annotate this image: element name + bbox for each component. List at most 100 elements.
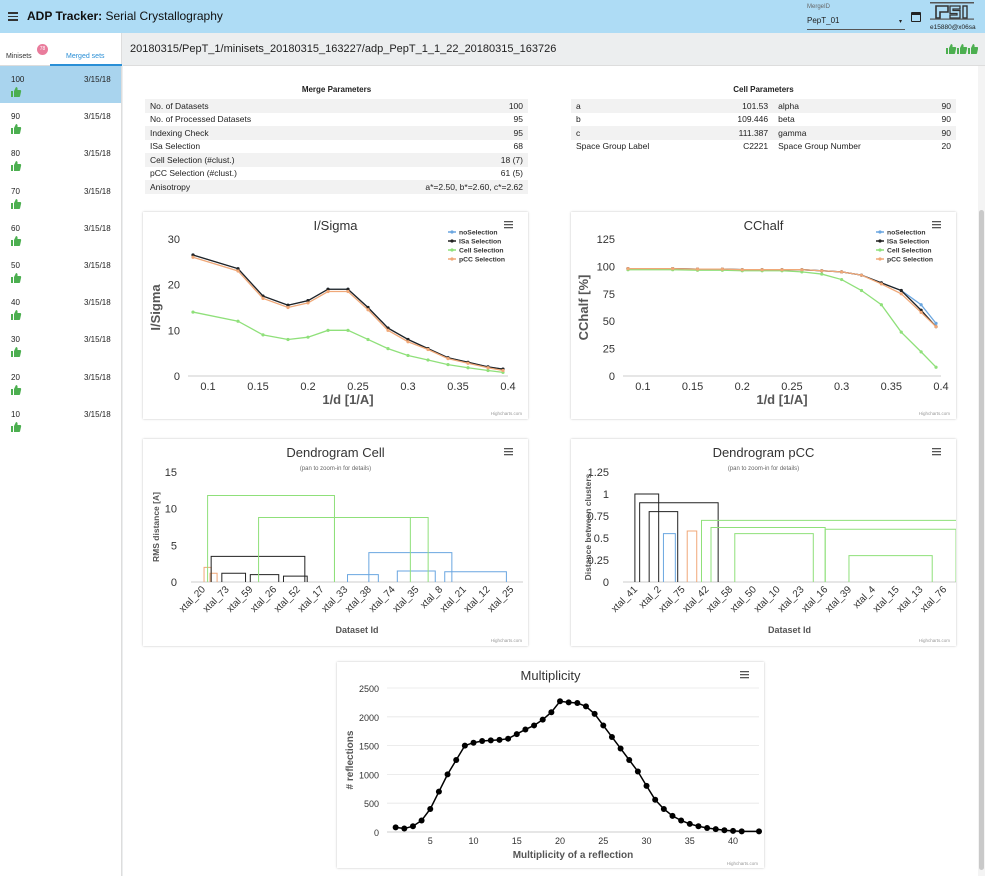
dropdown-caret-icon: ▾ xyxy=(898,19,902,25)
chart-menu-icon[interactable] xyxy=(740,671,749,679)
merged-set-date: 3/15/18 xyxy=(84,75,111,84)
psi-logo: PAUL SCHERRER INSTITUT xyxy=(930,2,974,20)
param-cell: ISa Selection xyxy=(145,139,340,153)
data-point xyxy=(934,325,938,329)
legend-label: pCC Selection xyxy=(887,257,933,264)
user-id: e15880@x06sa xyxy=(930,24,976,31)
merge-params-table: No. of Datasets 100 No. of Processed Datas… xyxy=(145,99,528,194)
thumbs-up-icon[interactable] xyxy=(11,124,22,135)
menu-line xyxy=(932,454,941,456)
param-cell: alpha xyxy=(773,99,925,113)
chart-menu-icon[interactable] xyxy=(504,221,513,229)
thumbs-up-icon[interactable] xyxy=(11,235,22,246)
dendrogram-link xyxy=(209,572,218,582)
legend-label: noSelection xyxy=(459,230,498,237)
menu-line xyxy=(740,677,749,679)
thumbs-up-icon[interactable] xyxy=(11,310,22,321)
merged-set-row[interactable]: 20 3/15/18 xyxy=(0,364,121,401)
merged-set-row[interactable]: 90 3/15/18 xyxy=(0,103,121,140)
param-cell: 61 (5) xyxy=(339,166,528,180)
merged-set-row[interactable]: 50 3/15/18 xyxy=(0,252,121,289)
y-tick-label: 100 xyxy=(597,261,615,273)
data-point xyxy=(738,828,745,835)
data-point xyxy=(652,796,659,803)
y-tick-label: 0 xyxy=(171,577,177,589)
param-cell: No. of Processed Datasets xyxy=(145,112,340,126)
merged-set-row[interactable]: 30 3/15/18 xyxy=(0,326,121,363)
path-bar: 20180315/PepT_1/minisets_20180315_163227… xyxy=(123,33,985,66)
legend-marker xyxy=(450,248,454,252)
thumbs-up-icon[interactable] xyxy=(11,87,22,97)
merged-set-row[interactable]: 70 3/15/18 xyxy=(0,178,121,215)
dendrogram-link xyxy=(207,494,335,582)
data-point xyxy=(406,337,410,342)
data-point xyxy=(505,735,512,742)
thumbs-up-icon[interactable] xyxy=(11,161,22,172)
thumbs-up-icon[interactable] xyxy=(11,272,22,283)
tab-merged-sets[interactable]: Merged sets xyxy=(66,53,105,60)
minisets-count-badge: 78 xyxy=(37,44,48,55)
merged-set-row[interactable]: 100 3/15/18 xyxy=(0,66,121,104)
chart-menu-icon[interactable] xyxy=(932,448,941,456)
data-point xyxy=(522,726,529,733)
data-point xyxy=(466,366,470,370)
cell-params-title: Cell Parameters xyxy=(733,85,794,94)
x-tick-label: 0.35 xyxy=(447,381,468,393)
data-point xyxy=(487,737,494,744)
merged-set-size: 50 xyxy=(11,260,20,270)
chart-menu-icon[interactable] xyxy=(504,448,513,456)
data-point xyxy=(426,347,430,352)
thumbs-up-icon[interactable] xyxy=(11,421,22,432)
merged-set-row[interactable]: 80 3/15/18 xyxy=(0,140,121,177)
param-row: Indexing Check 95 xyxy=(145,126,528,140)
x-tick-label: 10 xyxy=(469,836,479,846)
merged-set-row[interactable]: 10 3/15/18 xyxy=(0,401,121,438)
isigma-chart: I/Sigma Highcharts.com 0 10 20 30 0.1 0.15 0.2 0.… xyxy=(143,212,528,419)
main-content: Merge Parameters No. of Datasets 100 No. o… xyxy=(123,66,978,876)
series-line xyxy=(627,267,937,328)
thumbs-up-icon[interactable] xyxy=(11,347,22,358)
data-point xyxy=(919,350,923,354)
data-point xyxy=(286,305,290,310)
chart-title: I/Sigma xyxy=(313,218,358,233)
y-tick-label: 30 xyxy=(168,234,180,246)
merged-set-row[interactable]: 40 3/15/18 xyxy=(0,289,121,326)
param-row: ISa Selection 68 xyxy=(145,139,528,153)
calendar-icon[interactable] xyxy=(911,12,921,22)
data-point xyxy=(591,710,598,717)
data-point xyxy=(678,817,685,824)
data-point xyxy=(565,699,572,706)
chart-menu-icon[interactable] xyxy=(932,221,941,229)
tab-minisets[interactable]: Minisets xyxy=(6,53,32,60)
data-point xyxy=(406,340,410,344)
thumbs-up-icon[interactable] xyxy=(11,198,22,209)
data-point xyxy=(236,267,240,271)
data-point xyxy=(306,335,310,339)
param-cell: 101.53 xyxy=(706,99,774,113)
series-line xyxy=(627,267,937,328)
merged-set-row[interactable]: 60 3/15/18 xyxy=(0,215,121,252)
legend-label: ISa Selection xyxy=(887,239,929,246)
dendrogram-cell-svg: Dendrogram Cell (pan to zoom-in for detai… xyxy=(151,445,523,643)
x-tick-label: 20 xyxy=(555,836,565,846)
scrollbar-thumb[interactable] xyxy=(979,210,984,870)
menu-icon[interactable] xyxy=(8,12,18,21)
x-tick-label: 25 xyxy=(598,836,608,846)
y-tick-label: 0.5 xyxy=(594,533,609,545)
data-point xyxy=(326,289,330,294)
legend-marker xyxy=(450,257,454,261)
legend-label: Cell Selection xyxy=(459,248,504,255)
menu-line xyxy=(504,451,513,453)
thumbs-up-icon[interactable] xyxy=(11,384,22,395)
merge-id-select[interactable]: PepT_01 ▾ xyxy=(807,15,905,30)
param-cell: gamma xyxy=(773,126,925,140)
chart-title: Multiplicity xyxy=(521,668,581,683)
dendrogram-link xyxy=(249,574,280,582)
data-point xyxy=(820,272,824,276)
param-cell: Anisotropy xyxy=(145,180,340,194)
chart-title: Dendrogram Cell xyxy=(286,445,384,460)
y-tick-label: 0 xyxy=(603,577,609,589)
menu-line xyxy=(740,674,749,676)
y-tick-label: 1000 xyxy=(359,770,379,780)
data-point xyxy=(486,366,490,370)
